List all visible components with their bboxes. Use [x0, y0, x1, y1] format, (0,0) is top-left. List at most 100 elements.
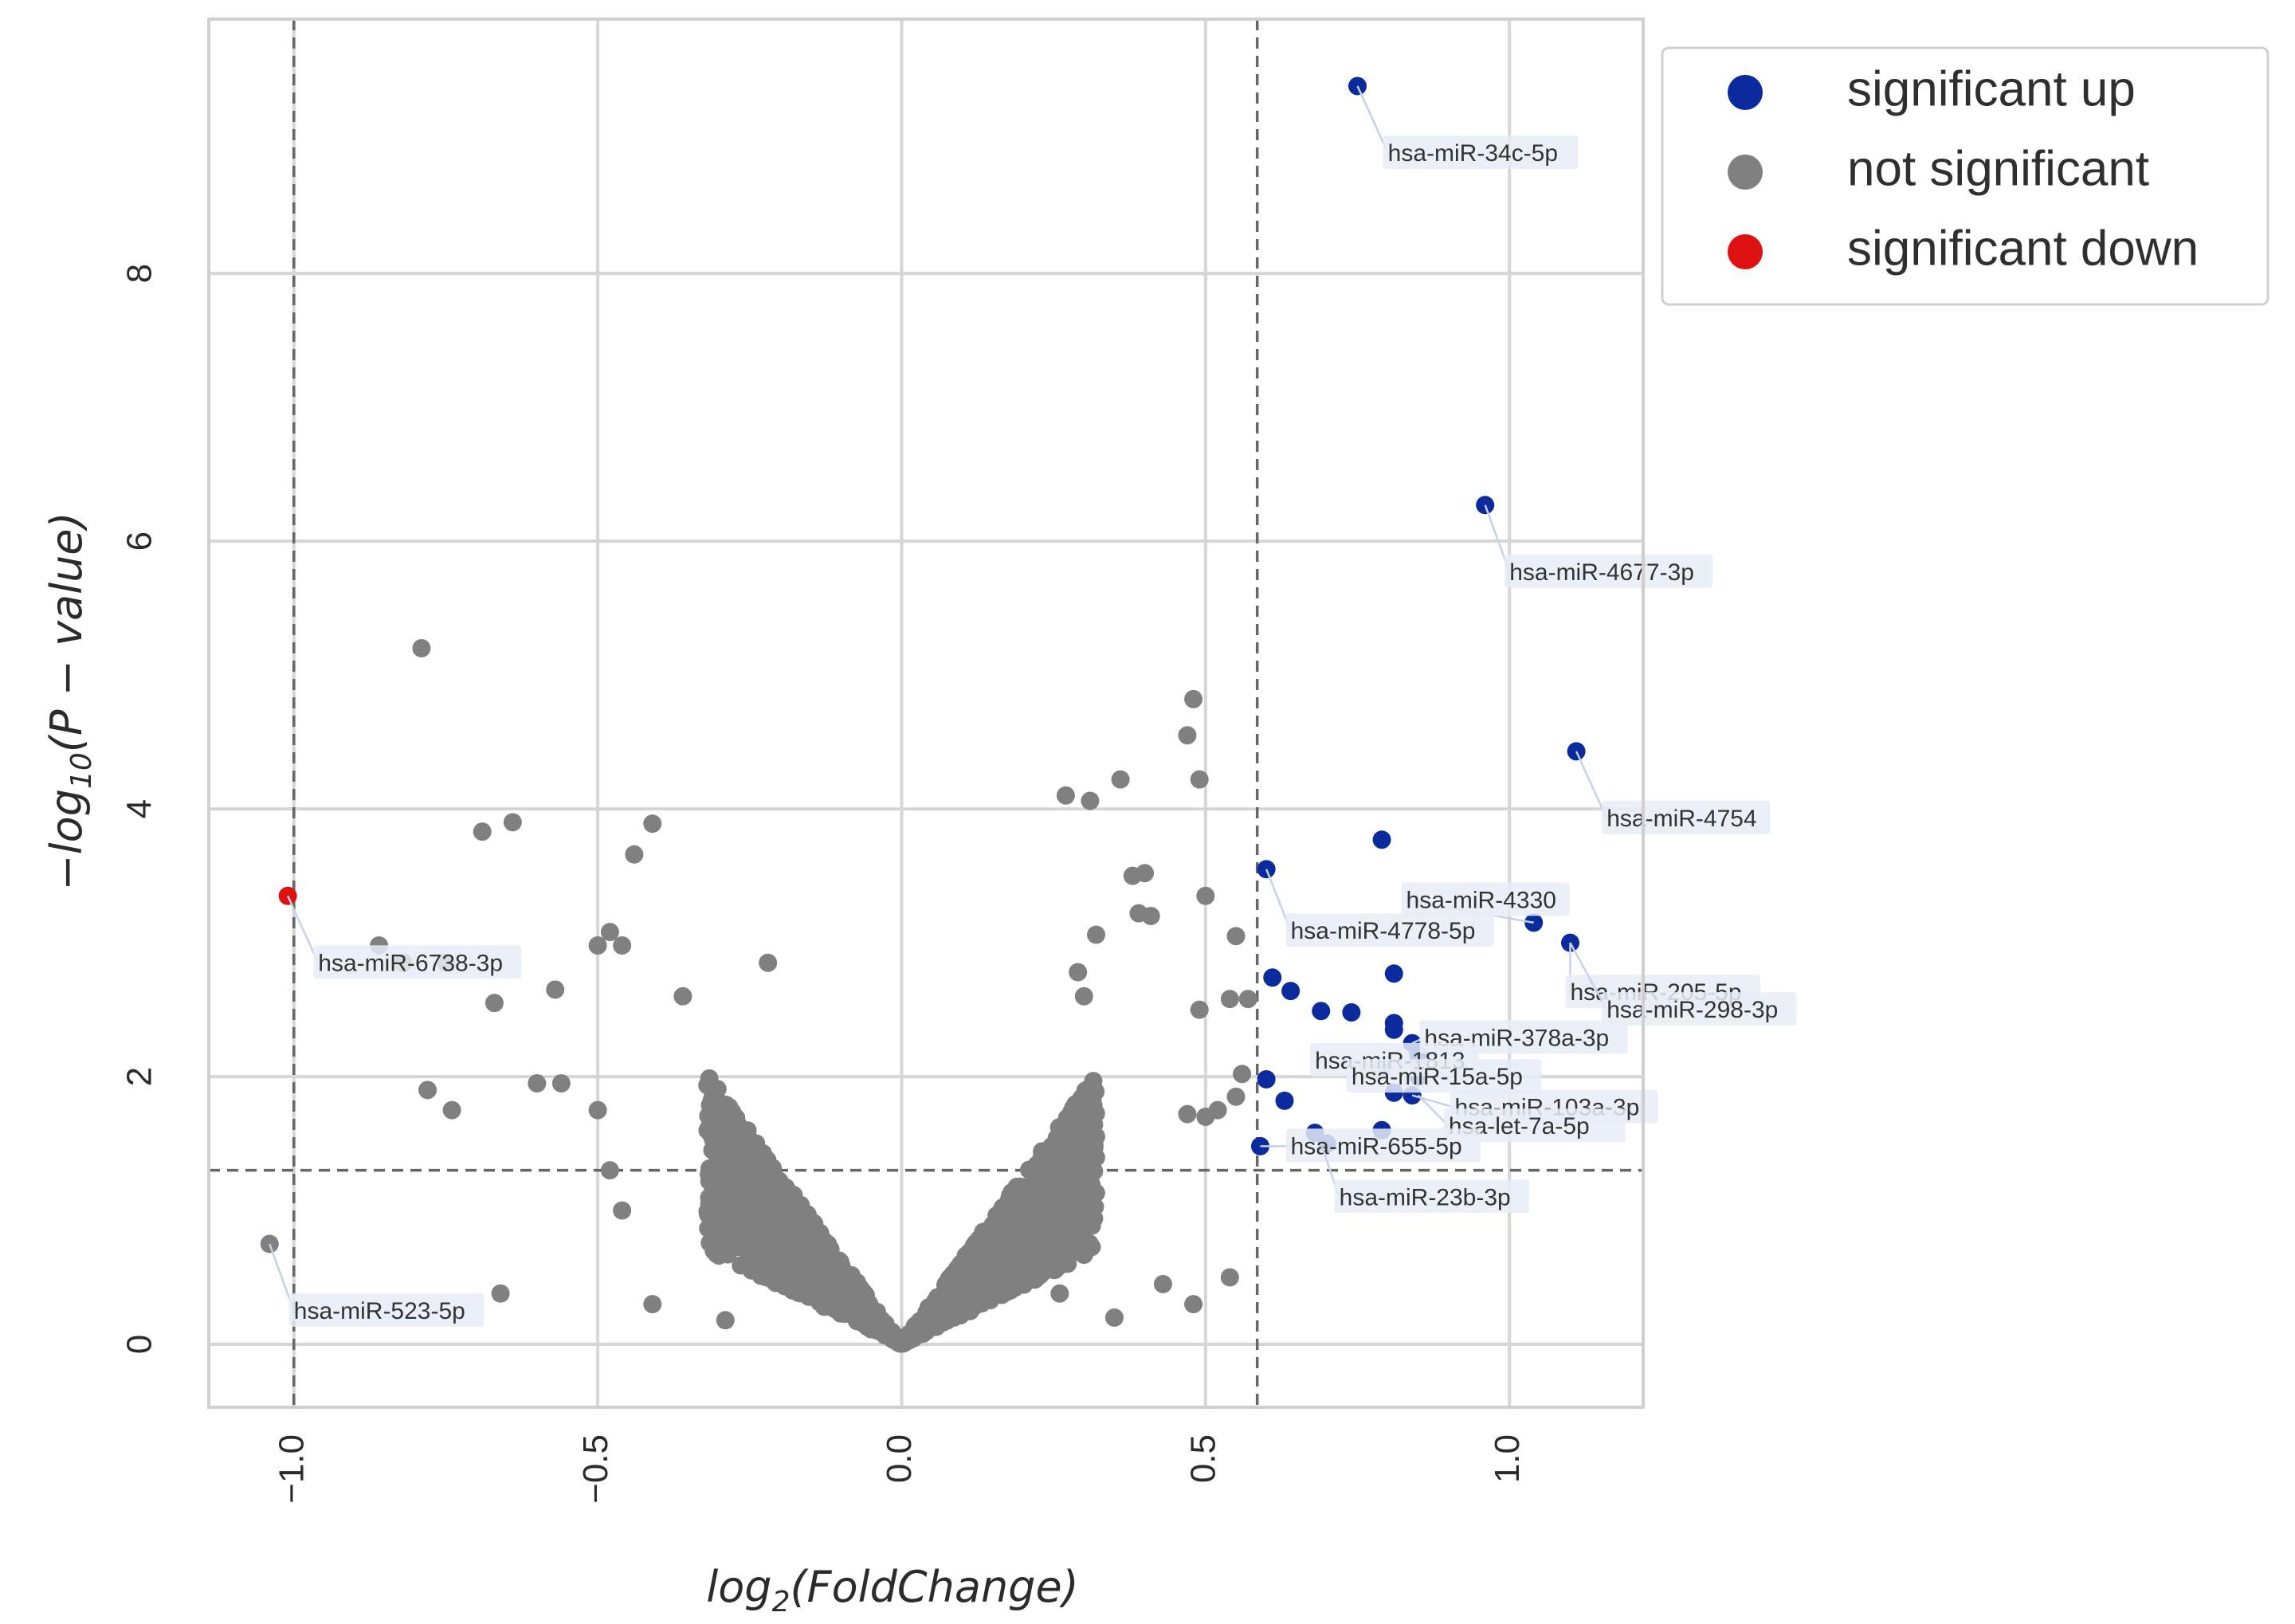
point-up: [1281, 982, 1300, 1001]
annotation: hsa-let-7a-5p: [1417, 1094, 1626, 1143]
point-not-significant: [1062, 1167, 1081, 1186]
annotation-label: hsa-miR-4330: [1406, 887, 1556, 913]
point-ns: [1184, 1295, 1203, 1314]
point-not-significant: [919, 1320, 938, 1339]
annotation-label-bg: [1334, 1179, 1530, 1214]
point-ns: [551, 1073, 571, 1092]
point-ns: [600, 923, 619, 942]
point-not-significant: [1041, 1177, 1060, 1196]
point-ns: [613, 1201, 632, 1220]
legend-marker-ns: [1728, 155, 1763, 190]
point-up: [1312, 1002, 1331, 1021]
point-ns: [1056, 786, 1075, 805]
point-not-significant: [1085, 1115, 1104, 1134]
point-not-significant: [1001, 1191, 1020, 1210]
annotation-leader: [1569, 942, 1608, 1010]
point-not-significant: [747, 1134, 766, 1153]
annotation: hsa-miR-23b-3p: [1320, 1143, 1530, 1214]
point-not-significant: [720, 1170, 740, 1189]
y-tick-labels: 0 2 4 6 8: [120, 264, 159, 1354]
point-ns: [503, 813, 522, 832]
annotation-label: hsa-miR-34c-5p: [1388, 140, 1558, 167]
point-ns: [1220, 990, 1239, 1009]
point-not-significant: [754, 1175, 773, 1194]
point-not-significant: [1085, 1162, 1104, 1181]
point-ns: [412, 639, 431, 658]
annotation: hsa-miR-4754: [1575, 751, 1771, 834]
point-ns: [1196, 886, 1215, 905]
point-up: [1372, 830, 1391, 849]
annotation: hsa-miR-15a-5p: [1346, 1059, 1542, 1093]
point-ns: [588, 936, 607, 955]
point-not-significant: [1082, 1188, 1101, 1207]
annotation: hsa-miR-34c-5p: [1356, 85, 1579, 169]
point-ns: [600, 1161, 619, 1180]
annotation-label-bg: [1285, 1128, 1481, 1163]
point-not-significant: [873, 1322, 892, 1341]
point-not-significant: [802, 1249, 821, 1269]
point-ns: [1141, 906, 1160, 925]
y-tick-label: 8: [120, 264, 159, 283]
point-not-significant: [722, 1137, 741, 1156]
point-not-significant: [945, 1296, 964, 1316]
point-not-significant: [699, 1219, 718, 1238]
y-tick-label: 4: [120, 799, 159, 818]
point-not-significant: [1054, 1132, 1073, 1151]
annotation-leader: [1575, 751, 1608, 819]
y-tick-label: 2: [120, 1067, 159, 1086]
annotation-label: hsa-miR-23b-3p: [1340, 1184, 1511, 1210]
annotation-label: hsa-miR-523-5p: [294, 1298, 465, 1324]
annotation-label: hsa-miR-4778-5p: [1291, 918, 1476, 944]
point-annotations: hsa-miR-34c-5p hsa-miR-4677-3p hsa-miR-475…: [269, 85, 1797, 1328]
annotation-label-bg: [1401, 882, 1570, 916]
annotation: hsa-miR-4330: [1401, 882, 1570, 924]
point-ns: [1104, 1308, 1124, 1327]
point-not-significant: [1026, 1269, 1046, 1288]
point-not-significant: [953, 1261, 972, 1281]
point-ns: [546, 980, 565, 999]
point-not-significant: [797, 1263, 816, 1282]
annotation-leader: [1356, 85, 1389, 154]
legend-marker-down: [1728, 234, 1763, 269]
legend: significant up not significant significant…: [1661, 46, 2270, 306]
point-ns: [673, 987, 692, 1006]
point-up: [1384, 1020, 1403, 1039]
annotation-label-bg: [1443, 1108, 1626, 1143]
point-up: [1257, 1069, 1276, 1089]
point-not-significant: [790, 1284, 810, 1303]
point-ns: [1196, 1107, 1215, 1126]
x-axis-title: log2(FoldChange): [706, 1562, 1079, 1618]
annotation: hsa-miR-4778-5p: [1265, 869, 1494, 947]
point-ns: [643, 1295, 662, 1314]
annotation-label-bg: [1602, 992, 1797, 1026]
legend-marker-up: [1728, 75, 1763, 110]
x-tick-label: −1.0: [272, 1434, 311, 1504]
point-ns: [1184, 689, 1203, 708]
point-not-significant: [1085, 1138, 1104, 1157]
annotation-label-bg: [1285, 912, 1494, 947]
point-not-significant: [1058, 1188, 1077, 1207]
point-ns: [491, 1284, 510, 1303]
point-ns: [418, 1081, 437, 1100]
point-ns: [1136, 864, 1155, 883]
annotation-label-bg: [1504, 554, 1713, 588]
y-tick-label: 0: [120, 1335, 159, 1354]
annotation-label-bg: [1383, 135, 1579, 169]
point-ns: [1087, 925, 1106, 944]
point-not-significant: [700, 1234, 720, 1253]
plot-frame: [207, 18, 1645, 1409]
annotation: hsa-miR-655-5p: [1260, 1128, 1481, 1163]
point-ns: [625, 845, 644, 864]
point-ns: [1238, 990, 1257, 1009]
point-not-significant: [698, 1076, 717, 1095]
point-ns: [1153, 1274, 1172, 1293]
point-ns: [1190, 1000, 1209, 1019]
point-not-significant: [1027, 1192, 1046, 1211]
point-ns: [1178, 1104, 1197, 1124]
annotation-label-bg: [288, 1293, 484, 1328]
data-points: [260, 76, 1586, 1353]
point-up: [1263, 968, 1282, 987]
point-ns: [442, 1100, 461, 1120]
point-not-significant: [1066, 1097, 1085, 1116]
